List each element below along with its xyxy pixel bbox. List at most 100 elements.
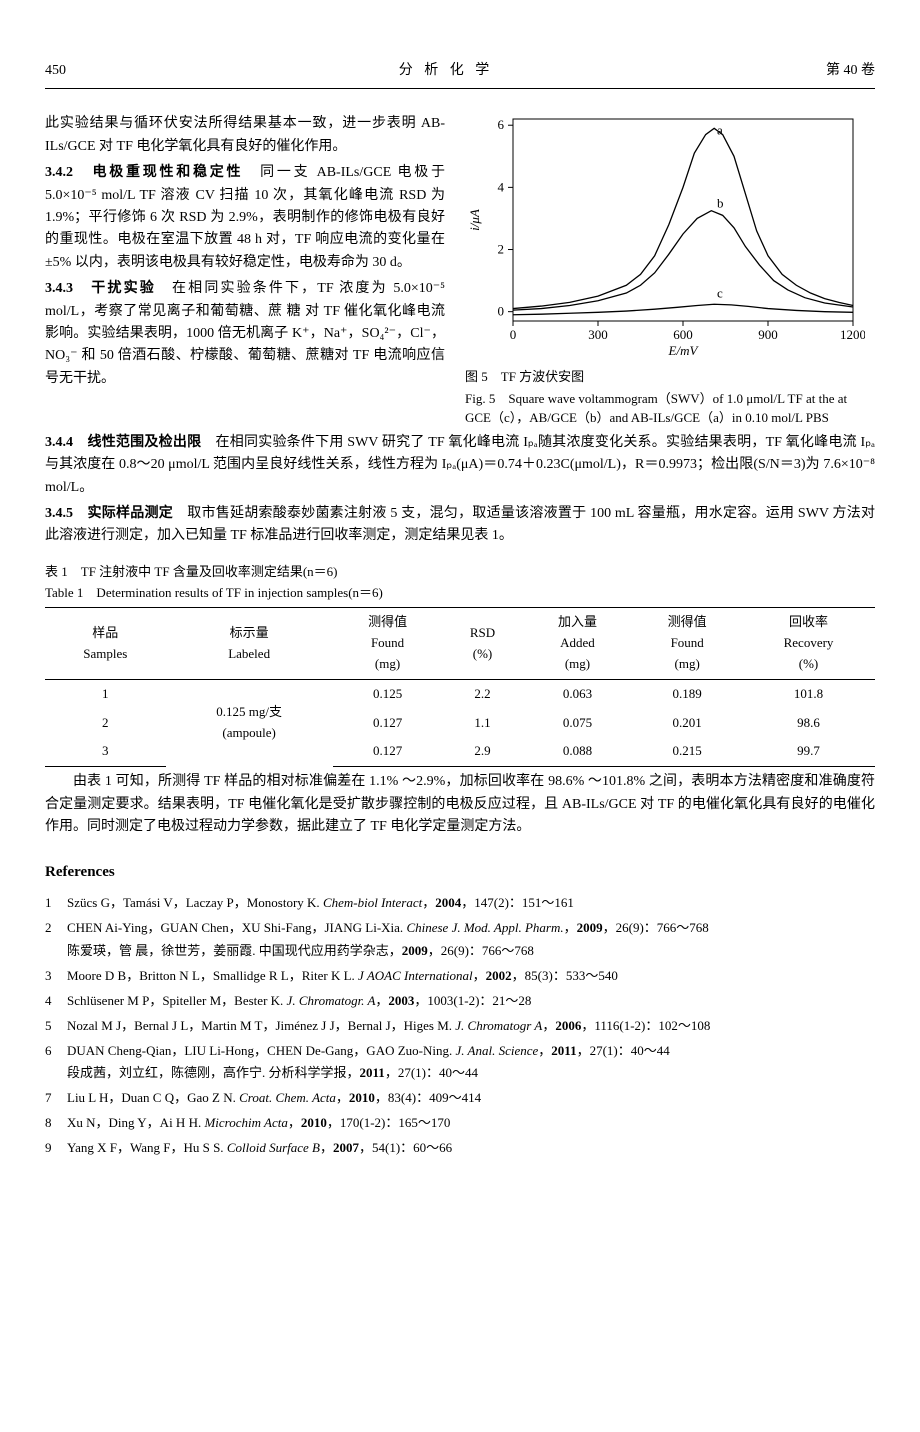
- cell-recovery: 98.6: [742, 709, 875, 738]
- volume-number: 第 40 卷: [826, 60, 875, 82]
- page-header: 450 分 析 化 学 第 40 卷: [45, 60, 875, 89]
- ref-number: 5: [45, 1015, 67, 1037]
- journal-name: 分 析 化 学: [399, 60, 494, 82]
- ref-number: 6: [45, 1040, 67, 1084]
- svg-text:1200: 1200: [840, 327, 865, 342]
- ref-text: Nozal M J，Bernal J L，Martin M T，Jiménez …: [67, 1015, 875, 1037]
- ref-text: Xu N，Ding Y，Ai H H. Microchim Acta，2010，…: [67, 1112, 875, 1134]
- section-343: 3.4.3 干扰实验 在相同实验条件下，TF 浓度为 5.0×10⁻⁵ mol/…: [45, 278, 445, 390]
- section-344-title: 线性范围及检出限: [87, 435, 201, 450]
- section-342-title: 电极重现性和稳定性: [93, 165, 244, 180]
- reference-item: 1Szücs G，Tamási V，Laczay P，Monostory K. …: [45, 892, 875, 914]
- table-header-row: 样品Samples标示量Labeled测得值Found(mg)RSD(%)加入量…: [45, 608, 875, 679]
- table-1-caption: 表 1 TF 注射液中 TF 含量及回收率测定结果(n＝6) Table 1 D…: [45, 562, 875, 604]
- section-345-title: 实际样品测定: [88, 506, 173, 521]
- table-header-cell: 标示量Labeled: [166, 608, 333, 679]
- right-column: 030060090012000246E/mVi/μAabc 图 5 TF 方波伏…: [465, 109, 875, 428]
- references-heading: References: [45, 860, 875, 884]
- section-344: 3.4.4 线性范围及检出限 在相同实验条件下用 SWV 研究了 TF 氧化峰电…: [45, 432, 875, 499]
- ref-number: 9: [45, 1137, 67, 1159]
- svg-text:c: c: [717, 286, 723, 301]
- section-344-num: 3.4.4: [45, 435, 73, 450]
- svg-text:6: 6: [498, 118, 505, 133]
- section-342-body: 同一支 AB-ILs/GCE 电极于 5.0×10⁻⁵ mol/L TF 溶液 …: [45, 165, 445, 270]
- figure-5-caption-en: Fig. 5 Square wave voltammogram（SWV）of 1…: [465, 389, 875, 428]
- svg-text:300: 300: [588, 327, 608, 342]
- ref-text: Liu L H，Duan C Q，Gao Z N. Croat. Chem. A…: [67, 1087, 875, 1109]
- cell-recovery: 101.8: [742, 679, 875, 708]
- ref-text: CHEN Ai-Ying，GUAN Chen，XU Shi-Fang，JIANG…: [67, 917, 875, 961]
- table-header-cell: 样品Samples: [45, 608, 166, 679]
- svg-text:b: b: [717, 196, 724, 211]
- figure-5-chart: 030060090012000246E/mVi/μAabc: [465, 109, 875, 359]
- left-column: 此实验结果与循环伏安法所得结果基本一致，进一步表明 AB-ILs/GCE 对 T…: [45, 109, 445, 428]
- reference-item: 8Xu N，Ding Y，Ai H H. Microchim Acta，2010…: [45, 1112, 875, 1134]
- cell-found1: 0.125: [333, 679, 443, 708]
- reference-item: 4Schlüsener M P，Spiteller M，Bester K. J.…: [45, 990, 875, 1012]
- reference-item: 3Moore D B，Britton N L，Smallidge R L，Rit…: [45, 965, 875, 987]
- svg-text:0: 0: [510, 327, 517, 342]
- cell-added: 0.088: [523, 737, 633, 766]
- reference-item: 2CHEN Ai-Ying，GUAN Chen，XU Shi-Fang，JIAN…: [45, 917, 875, 961]
- cell-labeled: 0.125 mg/支 (ampoule): [166, 679, 333, 766]
- ref-number: 4: [45, 990, 67, 1012]
- svg-text:2: 2: [498, 242, 505, 257]
- svg-text:i/μA: i/μA: [467, 209, 482, 231]
- svg-text:4: 4: [498, 180, 505, 195]
- svg-text:900: 900: [758, 327, 778, 342]
- cell-found2: 0.189: [632, 679, 742, 708]
- ref-number: 2: [45, 917, 67, 961]
- figure-5-caption-cn: 图 5 TF 方波伏安图: [465, 367, 875, 387]
- table-body: 10.125 mg/支 (ampoule)0.1252.20.0630.1891…: [45, 679, 875, 766]
- cell-rsd: 2.2: [442, 679, 522, 708]
- section-345: 3.4.5 实际样品测定 取市售延胡索酸泰妙菌素注射液 5 支，混匀，取适量该溶…: [45, 503, 875, 548]
- ref-number: 7: [45, 1087, 67, 1109]
- table-1: 样品Samples标示量Labeled测得值Found(mg)RSD(%)加入量…: [45, 607, 875, 767]
- table-header-cell: 测得值Found(mg): [333, 608, 443, 679]
- cell-recovery: 99.7: [742, 737, 875, 766]
- ref-number: 3: [45, 965, 67, 987]
- cell-found2: 0.201: [632, 709, 742, 738]
- page-number: 450: [45, 60, 66, 82]
- table-1-caption-cn: 表 1 TF 注射液中 TF 含量及回收率测定结果(n＝6): [45, 562, 875, 583]
- reference-item: 7Liu L H，Duan C Q，Gao Z N. Croat. Chem. …: [45, 1087, 875, 1109]
- cell-found1: 0.127: [333, 709, 443, 738]
- reference-item: 9Yang X F，Wang F，Hu S S. Colloid Surface…: [45, 1137, 875, 1159]
- para-intro: 此实验结果与循环伏安法所得结果基本一致，进一步表明 AB-ILs/GCE 对 T…: [45, 113, 445, 158]
- reference-item: 5Nozal M J，Bernal J L，Martin M T，Jiménez…: [45, 1015, 875, 1037]
- section-343-body: 在相同实验条件下，TF 浓度为 5.0×10⁻⁵ mol/L，考察了常见离子和葡…: [45, 281, 445, 386]
- table-header-cell: 回收率Recovery(%): [742, 608, 875, 679]
- table-header-cell: 加入量Added(mg): [523, 608, 633, 679]
- ref-number: 1: [45, 892, 67, 914]
- ref-text: Moore D B，Britton N L，Smallidge R L，Rite…: [67, 965, 875, 987]
- table-header-cell: 测得值Found(mg): [632, 608, 742, 679]
- figure-5-caption: 图 5 TF 方波伏安图 Fig. 5 Square wave voltammo…: [465, 367, 875, 428]
- svg-text:0: 0: [498, 304, 505, 319]
- cell-sample: 2: [45, 709, 166, 738]
- ref-number: 8: [45, 1112, 67, 1134]
- cell-rsd: 1.1: [442, 709, 522, 738]
- cell-rsd: 2.9: [442, 737, 522, 766]
- svg-text:600: 600: [673, 327, 693, 342]
- ref-text: Szücs G，Tamási V，Laczay P，Monostory K. C…: [67, 892, 875, 914]
- section-345-num: 3.4.5: [45, 506, 73, 521]
- ref-text: DUAN Cheng-Qian，LIU Li-Hong，CHEN De-Gang…: [67, 1040, 875, 1084]
- reference-item: 6DUAN Cheng-Qian，LIU Li-Hong，CHEN De-Gan…: [45, 1040, 875, 1084]
- section-342-num: 3.4.2: [45, 165, 73, 180]
- table-header-cell: RSD(%): [442, 608, 522, 679]
- cell-sample: 1: [45, 679, 166, 708]
- cell-sample: 3: [45, 737, 166, 766]
- cell-added: 0.063: [523, 679, 633, 708]
- references-list: 1Szücs G，Tamási V，Laczay P，Monostory K. …: [45, 892, 875, 1159]
- section-343-title: 干扰实验: [91, 281, 156, 296]
- cell-found2: 0.215: [632, 737, 742, 766]
- cell-added: 0.075: [523, 709, 633, 738]
- ref-text: Yang X F，Wang F，Hu S S. Colloid Surface …: [67, 1137, 875, 1159]
- conclusion-para: 由表 1 可知，所测得 TF 样品的相对标准偏差在 1.1% ～2.9%，加标回…: [45, 771, 875, 838]
- section-342: 3.4.2 电极重现性和稳定性 同一支 AB-ILs/GCE 电极于 5.0×1…: [45, 162, 445, 274]
- section-343-num: 3.4.3: [45, 281, 73, 296]
- cell-found1: 0.127: [333, 737, 443, 766]
- ref-text: Schlüsener M P，Spiteller M，Bester K. J. …: [67, 990, 875, 1012]
- table-1-caption-en: Table 1 Determination results of TF in i…: [45, 583, 875, 604]
- two-column-section: 此实验结果与循环伏安法所得结果基本一致，进一步表明 AB-ILs/GCE 对 T…: [45, 109, 875, 428]
